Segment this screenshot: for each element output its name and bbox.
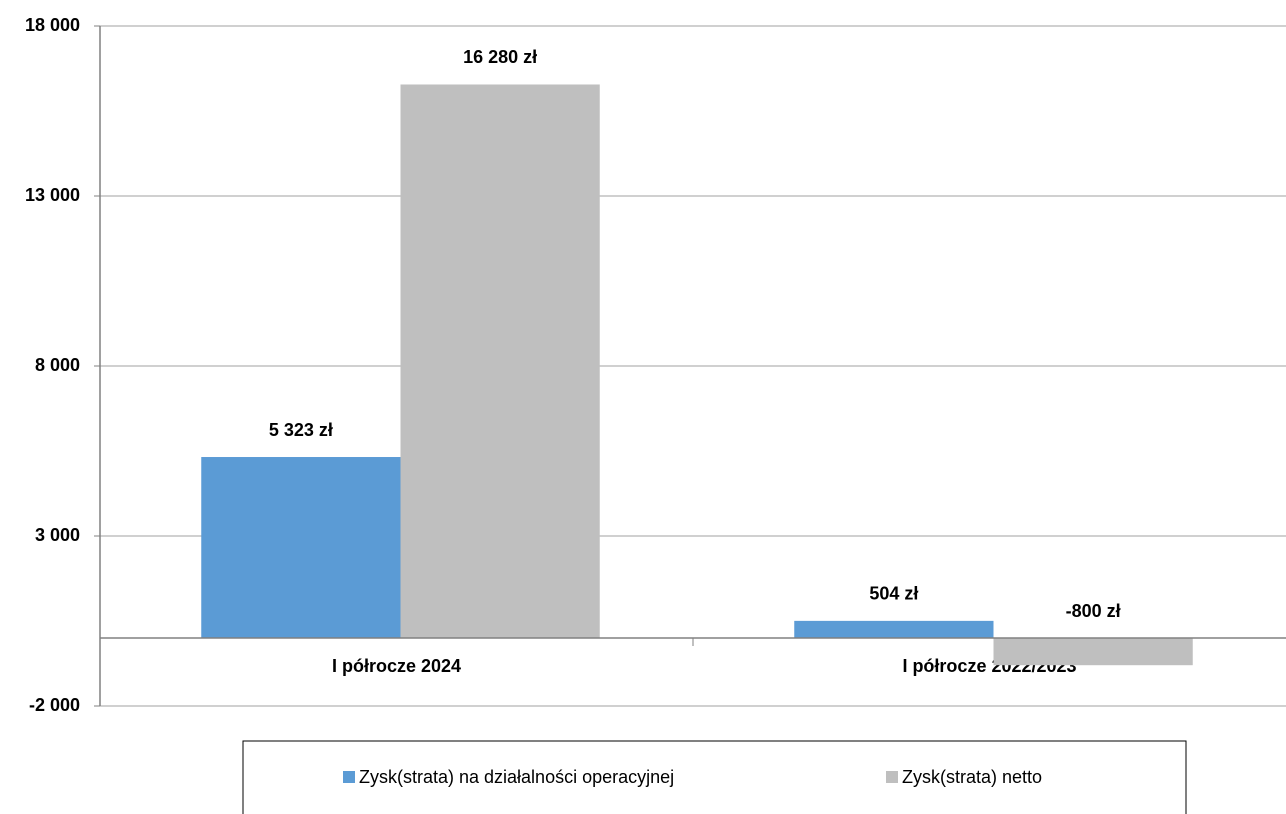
data-label: 16 280 zł (463, 47, 537, 67)
data-label: 504 zł (869, 584, 918, 604)
y-tick-label: 8 000 (35, 355, 80, 375)
y-tick-label: 3 000 (35, 525, 80, 545)
data-label: -800 zł (1066, 601, 1121, 621)
bar (993, 638, 1193, 666)
legend-swatch (886, 771, 898, 783)
legend-box (242, 740, 1187, 814)
bar (794, 620, 994, 638)
legend-label: Zysk(strata) na działalności operacyjnej (359, 767, 674, 787)
bar (400, 84, 600, 639)
legend-label: Zysk(strata) netto (902, 767, 1042, 787)
x-tick-label: I półrocze 2024 (332, 656, 461, 676)
legend-swatch (343, 771, 355, 783)
y-tick-label: 18 000 (25, 15, 80, 35)
y-tick-label: -2 000 (29, 695, 80, 715)
data-label: 5 323 zł (269, 420, 333, 440)
y-tick-label: 13 000 (25, 185, 80, 205)
bar (201, 457, 401, 638)
